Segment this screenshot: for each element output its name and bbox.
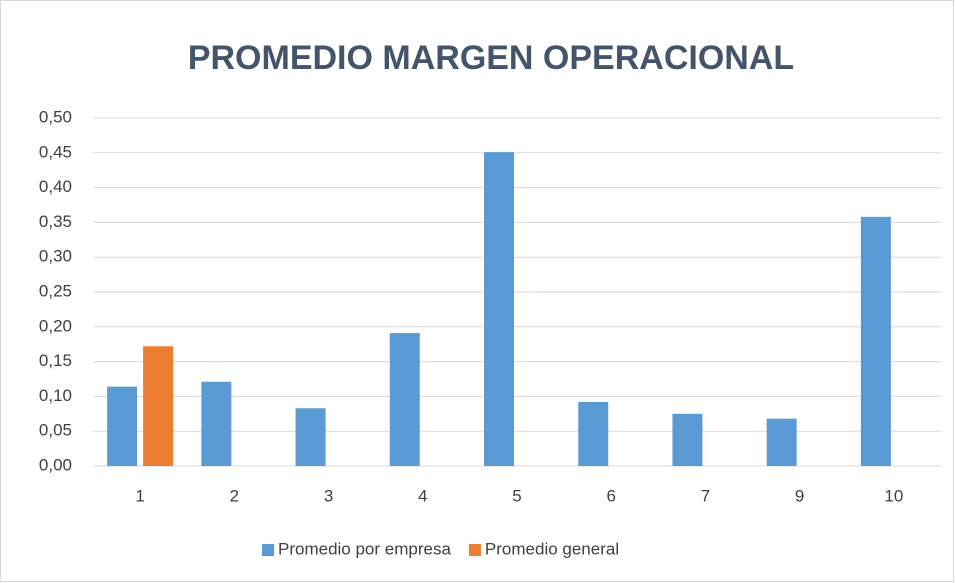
x-tick-label: 2 (230, 486, 239, 505)
y-tick-label: 0,25 (39, 281, 72, 300)
y-tick-label: 0,20 (39, 316, 72, 335)
bar (860, 216, 891, 466)
y-tick-label: 0,05 (39, 421, 72, 440)
bar (766, 418, 797, 466)
bar (143, 346, 174, 466)
y-tick-label: 0,40 (39, 177, 72, 196)
x-tick-label: 4 (418, 486, 427, 505)
bar (295, 408, 326, 466)
bar (484, 152, 514, 466)
y-tick-label: 0,35 (39, 212, 72, 231)
y-tick-label: 0,00 (39, 455, 72, 474)
legend-swatch (468, 544, 481, 556)
y-tick-label: 0,45 (39, 142, 72, 161)
bar (201, 381, 232, 466)
x-tick-label: 9 (795, 486, 804, 505)
legend-label: Promedio general (485, 539, 619, 558)
y-tick-label: 0,50 (39, 107, 72, 126)
x-tick-label: 10 (884, 486, 903, 505)
x-tick-label: 7 (701, 486, 710, 505)
y-tick-label: 0,15 (39, 351, 72, 370)
bar (389, 333, 420, 466)
x-tick-label: 3 (324, 486, 333, 505)
bar (578, 401, 609, 466)
chart-title: PROMEDIO MARGEN OPERACIONAL (188, 39, 794, 77)
y-tick-label: 0,30 (39, 247, 72, 266)
bar (107, 386, 138, 466)
x-tick-label: 6 (606, 486, 615, 505)
x-tick-label: 5 (512, 486, 521, 505)
x-tick-label: 1 (135, 486, 144, 505)
y-tick-label: 0,10 (39, 386, 72, 405)
bar (672, 413, 703, 466)
legend-label: Promedio por empresa (278, 539, 451, 558)
legend-swatch (262, 544, 274, 556)
